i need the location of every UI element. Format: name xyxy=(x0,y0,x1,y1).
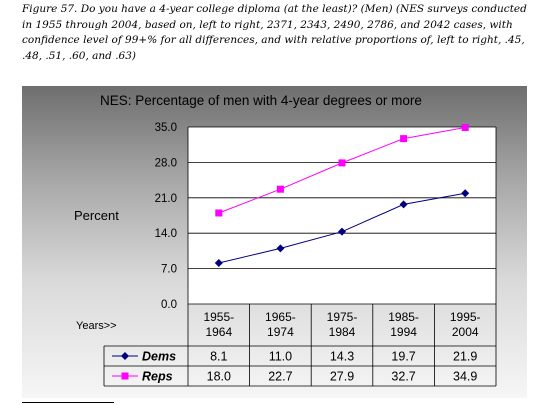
data-label-reps: 27.9 xyxy=(330,370,354,384)
plot-area: 0.0 7.0 14.0 21.0 28.0 35.0 xyxy=(155,122,497,311)
y-tick-label: 7.0 xyxy=(161,264,177,276)
data-point-dems xyxy=(338,227,346,236)
data-label-reps: 18.0 xyxy=(207,370,231,384)
x-tick-label-line: 1974 xyxy=(267,325,294,339)
x-axis-label: Years>> xyxy=(76,320,117,332)
data-point-dems xyxy=(461,189,470,198)
figure-caption: Figure 57. Do you have a 4-year college … xyxy=(22,3,527,62)
legend-label-dems: Dems xyxy=(142,350,176,364)
x-tick-label: 1975-1984 xyxy=(327,310,358,339)
y-tick-label: 14.0 xyxy=(155,228,177,240)
x-tick-label-line: 1964 xyxy=(205,325,232,339)
line-chart: NES: Percentage of men with 4-year degre… xyxy=(74,93,497,387)
x-tick-label: 1955-1964 xyxy=(203,310,234,339)
data-point-reps xyxy=(215,209,223,217)
data-label-reps: 32.7 xyxy=(391,370,415,384)
plot-background xyxy=(188,127,496,304)
footnote-rule xyxy=(22,402,114,403)
data-label-dems: 8.1 xyxy=(210,350,227,364)
chart-title: NES: Percentage of men with 4-year degre… xyxy=(100,93,422,108)
y-tick-label: 21.0 xyxy=(155,193,177,205)
y-tick-label: 0.0 xyxy=(161,299,177,311)
x-tick-label-line: 1995- xyxy=(450,310,481,324)
data-point-dems xyxy=(276,244,285,253)
data-point-dems xyxy=(399,200,408,209)
data-point-reps xyxy=(276,185,284,193)
data-label-reps: 34.9 xyxy=(453,370,477,384)
y-tick-label: 35.0 xyxy=(155,122,177,134)
x-tick-label-line: 2004 xyxy=(452,325,479,339)
x-tick-label: 1985-1994 xyxy=(388,310,419,339)
data-table: 1955-1964 1965-1974 1975-1984 1985-1994 1995… xyxy=(103,304,497,387)
x-tick-label-line: 1985- xyxy=(388,310,419,324)
legend-marker-reps xyxy=(121,372,129,380)
legend-marker-dems xyxy=(121,352,129,360)
data-label-dems: 11.0 xyxy=(269,350,292,364)
data-point-reps xyxy=(461,124,469,132)
data-point-reps xyxy=(338,159,346,167)
data-label-dems: 21.9 xyxy=(453,350,477,364)
x-tick-label: 1995-2004 xyxy=(450,310,481,339)
y-tick-label: 28.0 xyxy=(155,157,177,169)
x-tick-label-line: 1965- xyxy=(265,310,296,324)
y-axis-label: Percent xyxy=(74,208,119,223)
data-point-reps xyxy=(400,135,408,143)
data-label-reps: 22.7 xyxy=(268,370,292,384)
data-point-dems xyxy=(214,259,223,268)
x-tick-label: 1965-1974 xyxy=(265,310,296,339)
legend-label-reps: Reps xyxy=(142,370,173,384)
x-tick-label-line: 1975- xyxy=(327,310,358,324)
x-tick-label-line: 1984 xyxy=(329,325,356,339)
x-tick-label-line: 1955- xyxy=(203,310,234,324)
chart-panel: NES: Percentage of men with 4-year degre… xyxy=(22,86,527,398)
x-tick-label-line: 1994 xyxy=(390,325,417,339)
data-label-dems: 14.3 xyxy=(330,350,354,364)
data-label-dems: 19.7 xyxy=(391,350,415,364)
